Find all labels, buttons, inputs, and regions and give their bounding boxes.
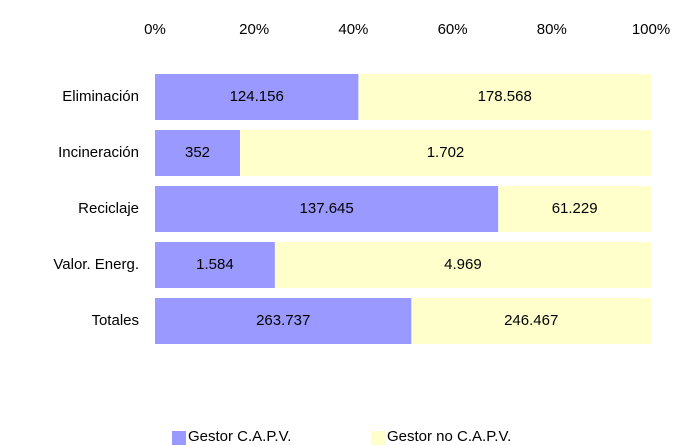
legend-label: Gestor no C.A.P.V. (387, 428, 511, 445)
y-tick-label: Totales (91, 312, 139, 329)
value-label: 4.969 (444, 256, 482, 273)
bar (155, 74, 359, 120)
value-label: 263.737 (256, 312, 310, 329)
bar (411, 298, 651, 344)
x-tick-label: 60% (438, 21, 468, 38)
x-tick-label: 100% (632, 21, 670, 38)
y-tick-label: Valor. Energ. (53, 256, 139, 273)
bar (155, 298, 412, 344)
value-label: 178.568 (478, 88, 532, 105)
bar (274, 242, 651, 288)
bar (498, 186, 651, 232)
value-label: 1.702 (427, 144, 465, 161)
value-label: 137.645 (300, 200, 354, 217)
y-tick-label: Incineración (58, 144, 139, 161)
bar (155, 186, 499, 232)
x-tick-label: 80% (537, 21, 567, 38)
x-tick-label: 0% (144, 21, 166, 38)
legend-swatch (371, 431, 385, 445)
x-tick-label: 20% (239, 21, 269, 38)
legend-swatch (172, 431, 186, 445)
value-label: 1.584 (196, 256, 234, 273)
value-label: 352 (185, 144, 210, 161)
y-tick-label: Eliminación (62, 88, 139, 105)
x-tick-label: 40% (338, 21, 368, 38)
bar (155, 130, 241, 176)
bar (240, 130, 651, 176)
value-label: 246.467 (504, 312, 558, 329)
bar (358, 74, 651, 120)
y-tick-label: Reciclaje (78, 200, 139, 217)
value-label: 61.229 (552, 200, 598, 217)
value-label: 124.156 (230, 88, 284, 105)
bar (155, 242, 275, 288)
legend-label: Gestor C.A.P.V. (188, 428, 291, 445)
